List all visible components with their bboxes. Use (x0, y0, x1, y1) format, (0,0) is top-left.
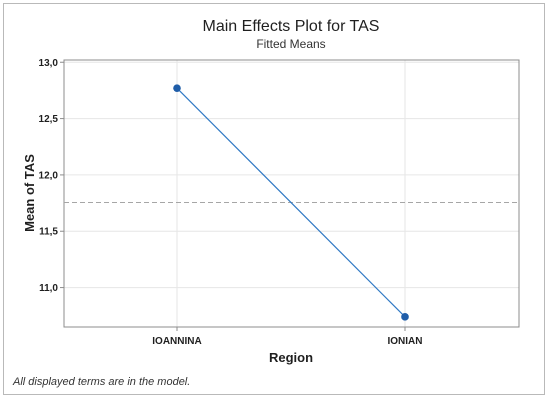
y-tick-label: 11,0 (39, 283, 58, 294)
x-tick-label: IONIAN (388, 336, 423, 347)
data-point (401, 313, 409, 321)
chart-title: Main Effects Plot for TAS (203, 18, 380, 35)
y-tick-label: 12,0 (39, 170, 59, 181)
x-axis-label: Region (269, 350, 313, 365)
chart-subtitle: Fitted Means (256, 37, 325, 51)
y-tick-label: 12,5 (39, 114, 59, 125)
x-tick-label: IOANNINA (152, 336, 201, 347)
data-point (173, 84, 181, 92)
series-line (176, 87, 406, 318)
y-tick-label: 11,5 (39, 227, 58, 238)
plot-area (63, 59, 520, 328)
y-axis-label: Mean of TAS (22, 154, 37, 232)
y-tick-label: 13,0 (39, 58, 59, 69)
footnote: All displayed terms are in the model. (12, 376, 190, 388)
chart-frame (3, 3, 545, 395)
